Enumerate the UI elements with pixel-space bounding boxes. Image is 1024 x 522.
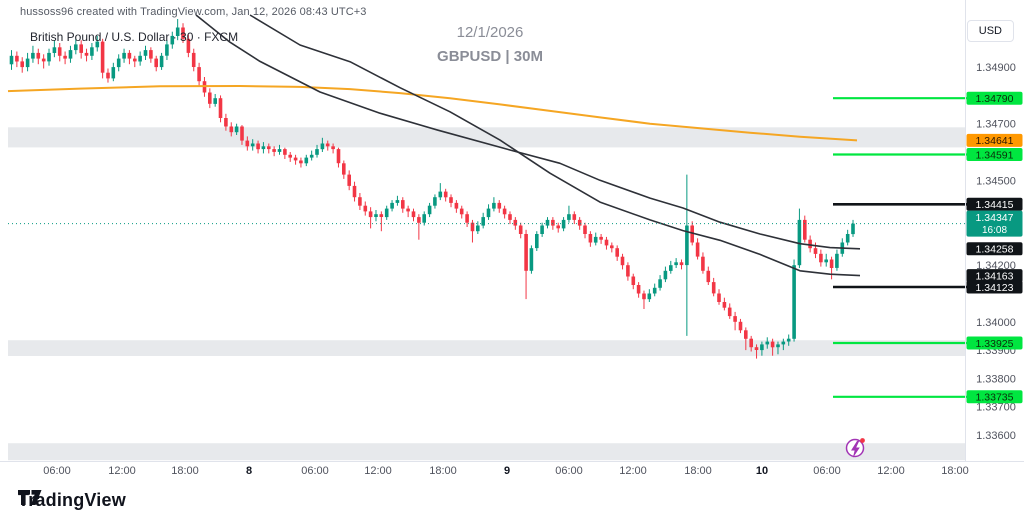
time-tick-label: 18:00 — [171, 465, 199, 477]
price-label[interactable] — [966, 242, 1023, 256]
price-label-text: 1.34641 — [976, 135, 1014, 147]
price-axis-labels: 1.34790 1.34641 1.34591 1.34415 1.34258 1.341… — [966, 91, 1023, 404]
notification-dot — [860, 438, 865, 443]
price-tick-label: 1.33700 — [976, 402, 1016, 414]
ma-black-fast-line[interactable] — [195, 14, 861, 250]
time-tick-label: 06:00 — [301, 465, 329, 477]
watermark-date: 12/1/2026 — [456, 24, 524, 41]
price-tick-label: 1.34000 — [976, 317, 1016, 329]
price-tick-label: 1.34700 — [976, 119, 1016, 131]
price-label[interactable] — [966, 336, 1023, 350]
price-label-text: 1.33735 — [976, 392, 1014, 404]
price-label-text: 1.33925 — [976, 338, 1014, 350]
time-tick-label: 12:00 — [619, 465, 647, 477]
zone-band[interactable] — [8, 443, 965, 461]
time-tick-label: 18:00 — [941, 465, 969, 477]
tradingview-logo[interactable]: TradingView — [18, 490, 126, 511]
price-tick-label: 1.33600 — [976, 430, 1016, 442]
level-lines — [833, 97, 967, 398]
candlesticks — [9, 19, 855, 359]
supply-demand-zones — [8, 127, 965, 461]
quick-action-button[interactable] — [845, 438, 865, 458]
watermark-symbol: GBPUSD | 30M — [437, 48, 543, 65]
price-label[interactable] — [966, 197, 1023, 211]
time-tick-label: 06:00 — [43, 465, 71, 477]
price-label[interactable] — [966, 269, 1023, 283]
price-label-text: 1.34163 — [976, 270, 1014, 282]
time-tick-label: 10 — [756, 465, 768, 477]
price-label[interactable] — [966, 280, 1023, 294]
tradingview-logo-text: TradingView — [18, 490, 126, 510]
currency-button[interactable]: USD — [966, 20, 1014, 42]
price-label-text: 1.34591 — [976, 149, 1014, 161]
price-label[interactable] — [966, 91, 1023, 105]
attribution-text: hussoss96 created with TradingView.com, … — [20, 6, 367, 18]
time-tick-label: 9 — [504, 465, 510, 477]
price-label-text: 1.34347 — [976, 212, 1014, 224]
price-tick-label: 1.34500 — [976, 175, 1016, 187]
price-label-text: 1.34415 — [976, 199, 1014, 211]
time-tick-label: 8 — [246, 465, 252, 477]
time-axis[interactable]: 06:00 12:00 18:00 8 06:00 12:00 18:00 9 06:00 12:… — [43, 465, 969, 477]
chart-watermark: 12/1/2026 GBPUSD | 30M — [0, 24, 980, 65]
price-tick-label: 1.34900 — [976, 62, 1016, 74]
tradingview-logo-icon — [18, 490, 42, 505]
price-tick-label: 1.33800 — [976, 373, 1016, 385]
time-tick-label: 12:00 — [108, 465, 136, 477]
price-label-countdown: 16:08 — [982, 225, 1007, 236]
zone-band[interactable] — [8, 340, 965, 356]
time-tick-label: 12:00 — [877, 465, 905, 477]
time-tick-label: 06:00 — [813, 465, 841, 477]
time-tick-label: 18:00 — [684, 465, 712, 477]
price-label[interactable] — [966, 390, 1023, 404]
price-label[interactable] — [966, 210, 1023, 237]
lightning-icon — [851, 441, 860, 458]
symbol-title[interactable]: British Pound / U.S. Dollar · 30 · FXCM — [30, 30, 239, 44]
price-label-text: 1.34123 — [976, 282, 1014, 294]
time-tick-label: 12:00 — [364, 465, 392, 477]
price-label-text: 1.34258 — [976, 244, 1014, 256]
price-label-text: 1.34790 — [976, 93, 1014, 105]
ma-black-slow-line[interactable] — [249, 14, 861, 277]
price-label[interactable] — [966, 148, 1023, 161]
time-tick-label: 06:00 — [555, 465, 583, 477]
time-tick-label: 18:00 — [429, 465, 457, 477]
price-label[interactable] — [966, 133, 1023, 147]
ma-orange-line[interactable] — [7, 85, 858, 142]
